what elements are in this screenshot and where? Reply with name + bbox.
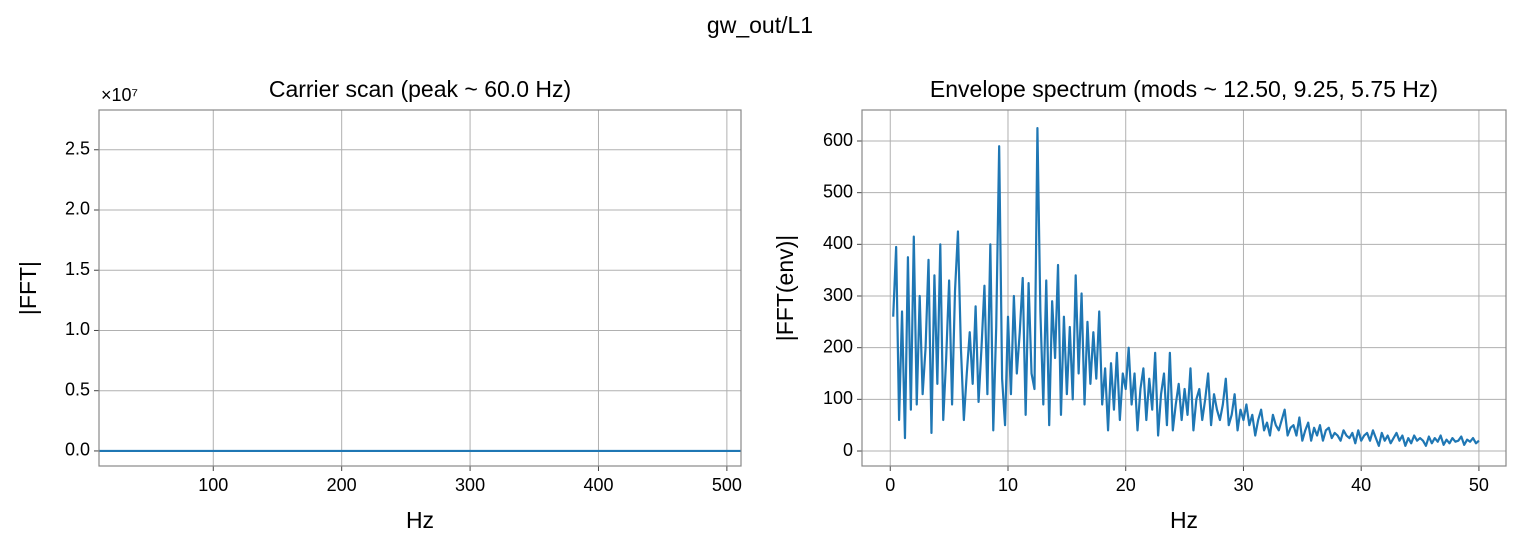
x-tick-label: 400 [583, 475, 613, 495]
x-tick-label: 500 [712, 475, 742, 495]
y-tick-label: 1.5 [65, 259, 90, 279]
y-tick-label: 0 [843, 440, 853, 460]
x-tick-label: 200 [327, 475, 357, 495]
y-tick-label: 400 [823, 233, 853, 253]
y-tick-label: 100 [823, 388, 853, 408]
data-line [892, 126, 1480, 447]
y-tick-label: 500 [823, 181, 853, 201]
y-tick-label: 1.0 [65, 319, 90, 339]
y-axis-label: |FFT(env)| [772, 235, 798, 342]
x-tick-label: 10 [998, 475, 1018, 495]
x-axis-label: Hz [406, 507, 434, 533]
axes-title: Envelope spectrum (mods ~ 12.50, 9.25, 5… [930, 76, 1438, 102]
y-tick-label: 200 [823, 336, 853, 356]
axes-frame [98, 109, 742, 467]
x-tick-label: 300 [455, 475, 485, 495]
y-offset-label: ×10⁷ [101, 85, 138, 105]
x-tick-label: 0 [885, 475, 895, 495]
y-tick-label: 2.0 [65, 199, 90, 219]
axes-frame [861, 109, 1507, 467]
x-tick-label: 40 [1351, 475, 1371, 495]
x-tick-label: 20 [1116, 475, 1136, 495]
y-tick-label: 600 [823, 130, 853, 150]
x-tick-label: 50 [1469, 475, 1489, 495]
axes-title: Carrier scan (peak ~ 60.0 Hz) [269, 76, 571, 102]
y-axis-label: |FFT| [15, 261, 41, 315]
y-tick-label: 0.5 [65, 379, 90, 399]
x-tick-label: 100 [198, 475, 228, 495]
figure-title: gw_out/L1 [707, 12, 813, 38]
x-tick-label: 30 [1233, 475, 1253, 495]
y-tick-label: 300 [823, 285, 853, 305]
y-tick-label: 0.0 [65, 440, 90, 460]
y-tick-label: 2.5 [65, 139, 90, 159]
x-axis-label: Hz [1170, 507, 1198, 533]
